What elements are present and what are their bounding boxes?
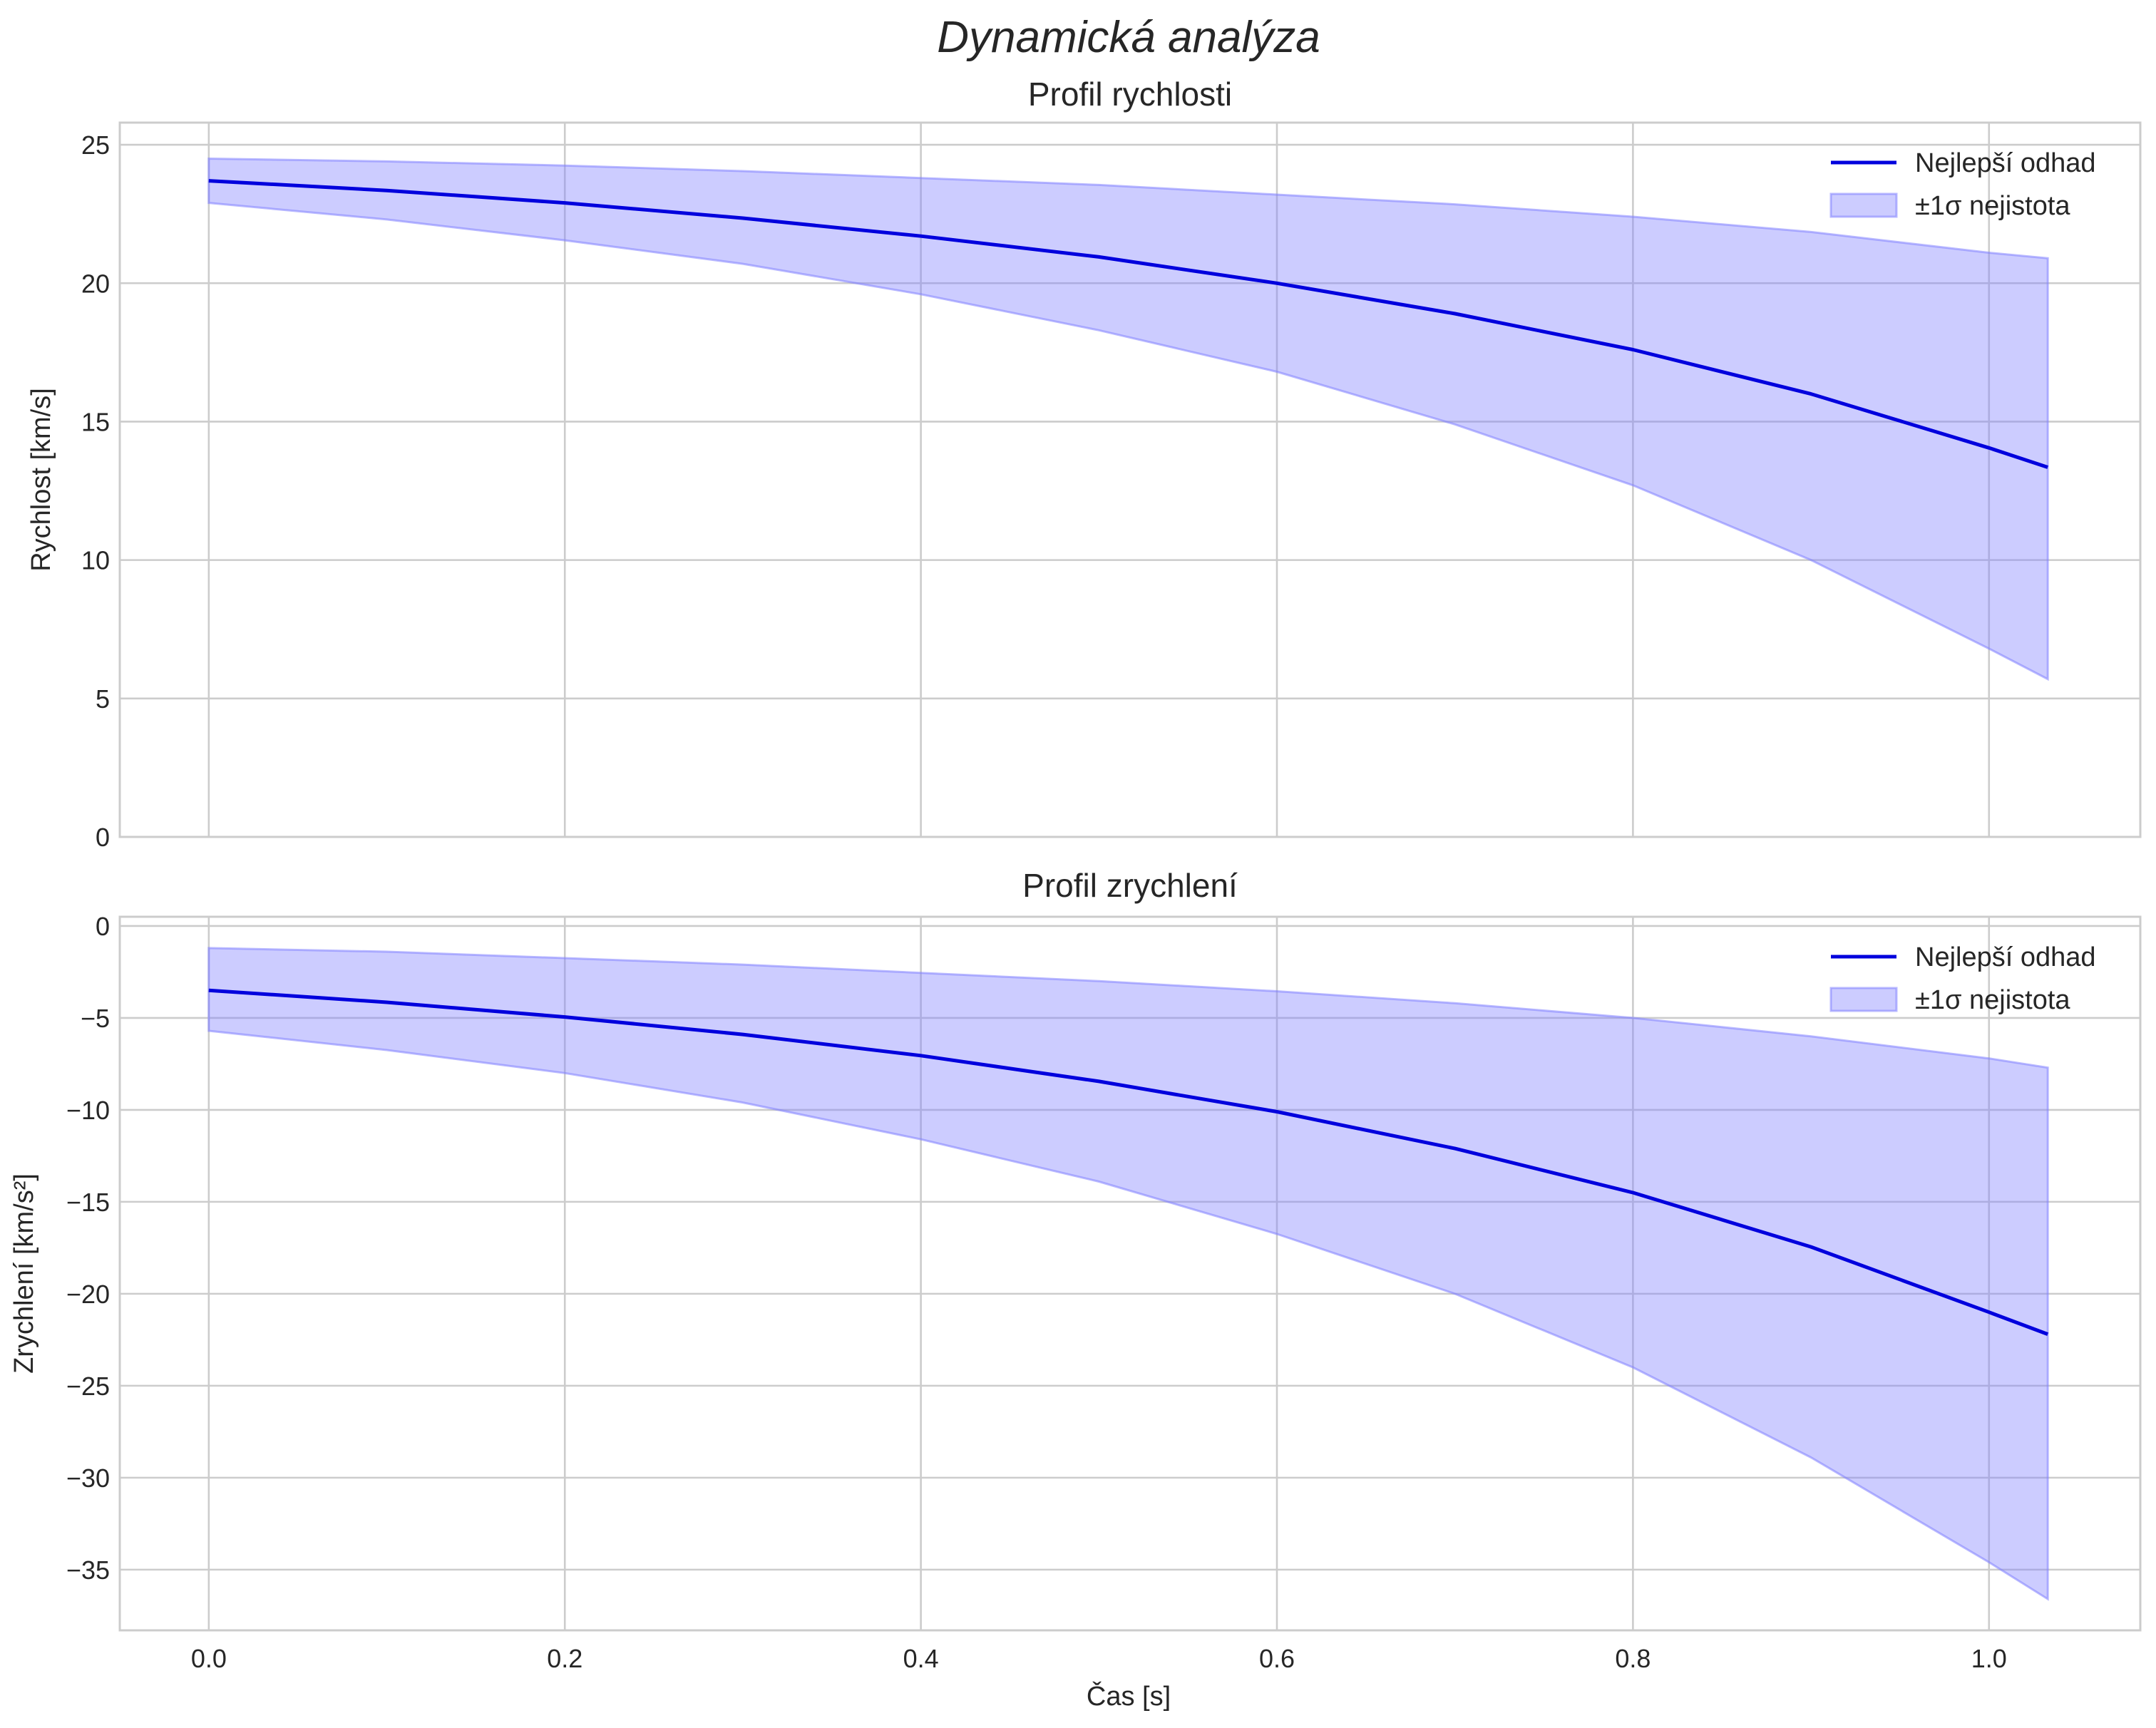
y-tick-label: 5 <box>96 684 110 714</box>
panel-title: Profil rychlosti <box>1028 76 1232 113</box>
y-tick-label: 0 <box>96 823 110 852</box>
y-tick-label: 10 <box>81 546 110 575</box>
legend-band-swatch <box>1829 192 1898 218</box>
legend-label-uncertainty: ±1σ nejistota <box>1915 985 2070 1015</box>
x-tick-label: 0.4 <box>903 1644 939 1673</box>
y-tick-label: 15 <box>81 407 110 436</box>
y-tick-label: −5 <box>81 1004 110 1033</box>
legend-label-estimate: Nejlepší odhad <box>1915 942 2096 972</box>
axes-frame <box>118 121 2142 838</box>
uncertainty-band <box>207 157 2049 682</box>
legend-label-estimate: Nejlepší odhad <box>1915 148 2096 178</box>
x-tick-label: 1.0 <box>1971 1644 2007 1673</box>
y-tick-label: −10 <box>66 1096 110 1125</box>
y-tick-label: 25 <box>81 130 110 160</box>
best-estimate-line <box>208 179 2048 469</box>
axes-frame <box>118 915 2142 1632</box>
legend-band-swatch <box>1829 987 1898 1012</box>
legend-label-uncertainty: ±1σ nejistota <box>1915 191 2070 221</box>
x-tick-label: 0.2 <box>547 1644 582 1673</box>
y-tick-label: 0 <box>96 912 110 941</box>
velocity-panel: Profil rychlosti 0 5 10 15 20 25 Rychlost [km/s… <box>26 76 2142 852</box>
y-axis-label: Zrychlení [km/s²] <box>9 1173 39 1374</box>
acceleration-panel: Profil zrychlení 0 −5 −10 −15 −20 −25 −30 −35 0.0… <box>9 867 2142 1673</box>
x-tick-label: 0.0 <box>191 1644 227 1673</box>
figure-title: Dynamická analýza <box>937 13 1320 62</box>
legend: Nejlepší odhad ±1σ nejistota <box>1829 148 2096 221</box>
y-tick-label: −30 <box>66 1464 110 1493</box>
y-axis-label: Rychlost [km/s] <box>26 388 56 572</box>
uncertainty-band <box>207 947 2049 1601</box>
x-tick-label: 0.6 <box>1259 1644 1295 1673</box>
legend: Nejlepší odhad ±1σ nejistota <box>1829 942 2096 1015</box>
y-tick-label: −15 <box>66 1188 110 1217</box>
y-tick-label: −25 <box>66 1372 110 1401</box>
y-tick-label: −35 <box>66 1555 110 1585</box>
y-tick-label: −20 <box>66 1280 110 1309</box>
best-estimate-line <box>208 988 2049 1336</box>
x-axis-label: Čas [s] <box>1087 1680 1171 1712</box>
y-tick-label: 20 <box>81 269 110 298</box>
panel-title: Profil zrychlení <box>1022 867 1238 904</box>
x-tick-label: 0.8 <box>1615 1644 1651 1673</box>
